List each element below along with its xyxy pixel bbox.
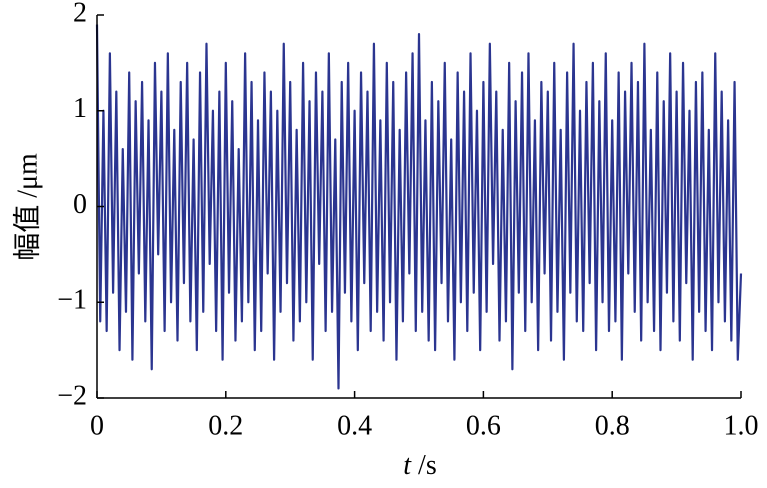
x-tick-label: 1.0 xyxy=(724,410,759,441)
y-tick-label: −2 xyxy=(57,380,87,411)
signal-line xyxy=(95,24,743,390)
x-axis-symbol: t xyxy=(403,450,412,481)
x-tick-label: 0 xyxy=(90,410,104,441)
y-tick-label: 0 xyxy=(73,189,87,220)
y-axis-label: 幅值 /μm xyxy=(11,153,43,261)
y-tick-label: 1 xyxy=(73,93,87,124)
x-axis-label: t /s xyxy=(403,450,436,481)
y-tick-label: 2 xyxy=(73,0,87,28)
x-axis-unit: /s xyxy=(418,450,437,481)
x-tick-label: 0.2 xyxy=(208,410,243,441)
x-tick-label: 0.8 xyxy=(595,410,630,441)
x-tick-label: 0.4 xyxy=(337,410,372,441)
y-tick-label: −1 xyxy=(57,285,87,316)
x-tick-label: 0.6 xyxy=(466,410,501,441)
